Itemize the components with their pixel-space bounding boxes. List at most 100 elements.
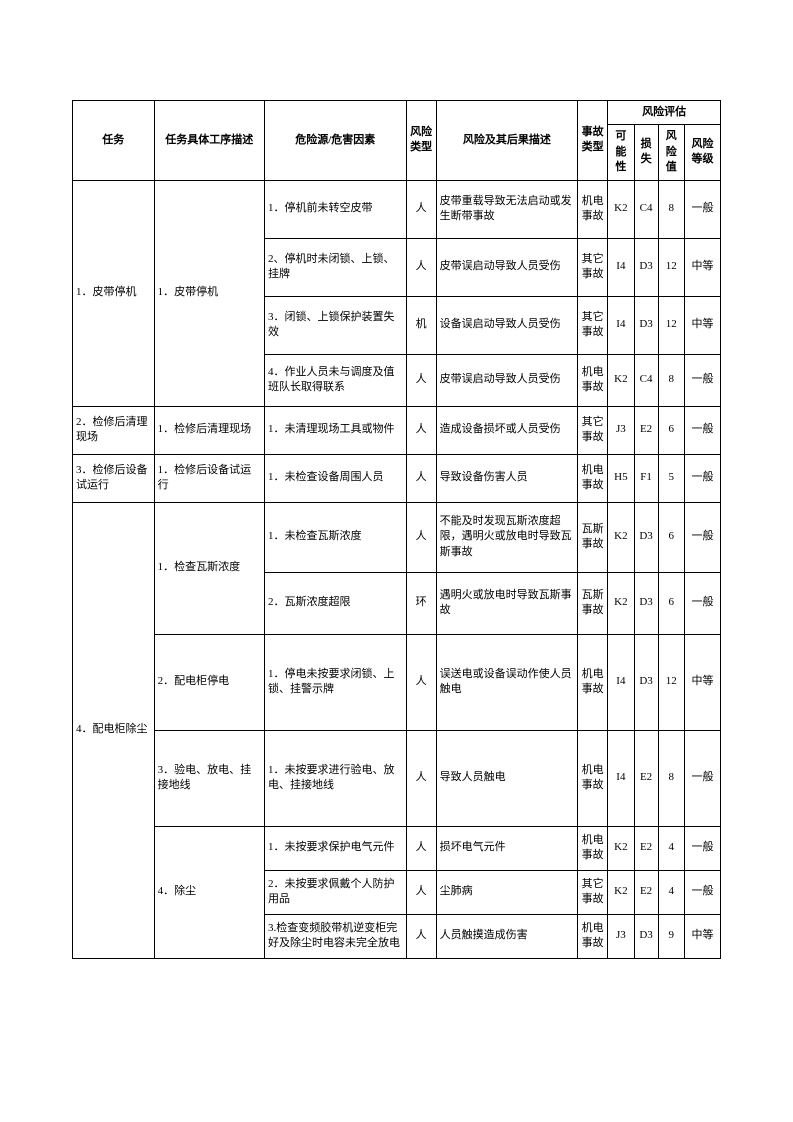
cell-hazard: 1．未清理现场工具或物件 bbox=[264, 406, 406, 454]
cell-risk-type: 人 bbox=[406, 914, 436, 958]
cell-risk-value: 12 bbox=[658, 296, 684, 354]
cell-possibility: I4 bbox=[608, 634, 634, 730]
cell-hazard: 1．停机前未转空皮带 bbox=[264, 180, 406, 238]
cell-possibility: K2 bbox=[608, 870, 634, 914]
cell-risk-level: 中等 bbox=[684, 914, 720, 958]
cell-risk-value: 6 bbox=[658, 572, 684, 634]
cell-risk-level: 中等 bbox=[684, 238, 720, 296]
cell-procedure: 3．验电、放电、挂接地线 bbox=[154, 730, 264, 826]
cell-loss: E2 bbox=[634, 826, 658, 870]
cell-loss: D3 bbox=[634, 238, 658, 296]
cell-acc-type: 机电事故 bbox=[578, 826, 608, 870]
cell-possibility: K2 bbox=[608, 502, 634, 572]
cell-risk-type: 机 bbox=[406, 296, 436, 354]
cell-procedure: 1．检修后设备试运行 bbox=[154, 454, 264, 502]
table-row: 2．检修后清理现场1．检修后清理现场1．未清理现场工具或物件人造成设备损坏或人员… bbox=[73, 406, 721, 454]
cell-hazard: 2．瓦斯浓度超限 bbox=[264, 572, 406, 634]
cell-possibility: K2 bbox=[608, 354, 634, 406]
cell-risk-level: 中等 bbox=[684, 296, 720, 354]
header-risk-level: 风险等级 bbox=[684, 125, 720, 180]
cell-possibility: J3 bbox=[608, 406, 634, 454]
cell-risk-value: 9 bbox=[658, 914, 684, 958]
cell-acc-type: 其它事故 bbox=[578, 870, 608, 914]
header-task: 任务 bbox=[73, 101, 155, 181]
cell-loss: D3 bbox=[634, 502, 658, 572]
risk-assessment-table: 任务 任务具体工序描述 危险源/危害因素 风险类型 风险及其后果描述 事故类型 … bbox=[72, 100, 721, 959]
cell-procedure: 4．除尘 bbox=[154, 826, 264, 958]
cell-loss: D3 bbox=[634, 634, 658, 730]
cell-risk-type: 人 bbox=[406, 502, 436, 572]
cell-possibility: I4 bbox=[608, 238, 634, 296]
cell-procedure: 2．配电柜停电 bbox=[154, 634, 264, 730]
cell-risk-level: 一般 bbox=[684, 406, 720, 454]
cell-risk-desc: 不能及时发现瓦斯浓度超限，遇明火或放电时导致瓦斯事故 bbox=[436, 502, 578, 572]
cell-risk-desc: 设备误启动导致人员受伤 bbox=[436, 296, 578, 354]
cell-hazard: 1．未按要求进行验电、放电、挂接地线 bbox=[264, 730, 406, 826]
cell-risk-value: 4 bbox=[658, 826, 684, 870]
table-row: 3．检修后设备试运行1．检修后设备试运行1．未检查设备周围人员人导致设备伤害人员… bbox=[73, 454, 721, 502]
cell-risk-value: 8 bbox=[658, 354, 684, 406]
cell-risk-level: 一般 bbox=[684, 870, 720, 914]
cell-risk-value: 8 bbox=[658, 180, 684, 238]
cell-possibility: I4 bbox=[608, 730, 634, 826]
cell-risk-desc: 造成设备损坏或人员受伤 bbox=[436, 406, 578, 454]
table-row: 2．配电柜停电1．停电未按要求闭锁、上锁、挂警示牌人误送电或设备误动作使人员触电… bbox=[73, 634, 721, 730]
table-body: 1．皮带停机1．皮带停机1．停机前未转空皮带人皮带重载导致无法启动或发生断带事故… bbox=[73, 180, 721, 958]
cell-loss: F1 bbox=[634, 454, 658, 502]
cell-hazard: 1．未按要求保护电气元件 bbox=[264, 826, 406, 870]
cell-possibility: K2 bbox=[608, 572, 634, 634]
cell-task: 1．皮带停机 bbox=[73, 180, 155, 406]
cell-risk-level: 一般 bbox=[684, 730, 720, 826]
cell-risk-desc: 皮带重载导致无法启动或发生断带事故 bbox=[436, 180, 578, 238]
cell-risk-desc: 误送电或设备误动作使人员触电 bbox=[436, 634, 578, 730]
header-hazard: 危险源/危害因素 bbox=[264, 101, 406, 181]
cell-acc-type: 机电事故 bbox=[578, 914, 608, 958]
header-possibility: 可能性 bbox=[608, 125, 634, 180]
cell-hazard: 1．未检查瓦斯浓度 bbox=[264, 502, 406, 572]
cell-acc-type: 机电事故 bbox=[578, 454, 608, 502]
cell-risk-value: 12 bbox=[658, 238, 684, 296]
cell-hazard: 1．未检查设备周围人员 bbox=[264, 454, 406, 502]
cell-task: 3．检修后设备试运行 bbox=[73, 454, 155, 502]
cell-loss: E2 bbox=[634, 870, 658, 914]
cell-loss: C4 bbox=[634, 180, 658, 238]
cell-task: 4．配电柜除尘 bbox=[73, 502, 155, 958]
cell-risk-type: 人 bbox=[406, 826, 436, 870]
cell-procedure: 1．检修后清理现场 bbox=[154, 406, 264, 454]
cell-acc-type: 机电事故 bbox=[578, 634, 608, 730]
cell-risk-type: 环 bbox=[406, 572, 436, 634]
header-procedure: 任务具体工序描述 bbox=[154, 101, 264, 181]
cell-procedure: 1．检查瓦斯浓度 bbox=[154, 502, 264, 634]
table-row: 4．配电柜除尘1．检查瓦斯浓度1．未检查瓦斯浓度人不能及时发现瓦斯浓度超限，遇明… bbox=[73, 502, 721, 572]
header-acc-type: 事故类型 bbox=[578, 101, 608, 181]
cell-acc-type: 瓦斯事故 bbox=[578, 572, 608, 634]
cell-loss: C4 bbox=[634, 354, 658, 406]
cell-possibility: K2 bbox=[608, 180, 634, 238]
cell-risk-value: 4 bbox=[658, 870, 684, 914]
cell-risk-type: 人 bbox=[406, 354, 436, 406]
cell-loss: D3 bbox=[634, 572, 658, 634]
header-loss: 损失 bbox=[634, 125, 658, 180]
cell-risk-level: 中等 bbox=[684, 634, 720, 730]
cell-risk-desc: 皮带误启动导致人员受伤 bbox=[436, 238, 578, 296]
table-row: 4．除尘1．未按要求保护电气元件人损坏电气元件机电事故K2E24一般 bbox=[73, 826, 721, 870]
cell-risk-value: 8 bbox=[658, 730, 684, 826]
cell-hazard: 3.检查变频胶带机逆变柜完好及除尘时电容未完全放电 bbox=[264, 914, 406, 958]
cell-risk-desc: 导致设备伤害人员 bbox=[436, 454, 578, 502]
cell-risk-value: 5 bbox=[658, 454, 684, 502]
cell-risk-type: 人 bbox=[406, 238, 436, 296]
cell-risk-type: 人 bbox=[406, 730, 436, 826]
header-assessment: 风险评估 bbox=[608, 101, 721, 125]
header-risk-value: 风险值 bbox=[658, 125, 684, 180]
cell-possibility: I4 bbox=[608, 296, 634, 354]
cell-risk-level: 一般 bbox=[684, 354, 720, 406]
cell-risk-desc: 遇明火或放电时导致瓦斯事故 bbox=[436, 572, 578, 634]
cell-risk-level: 一般 bbox=[684, 572, 720, 634]
cell-loss: E2 bbox=[634, 730, 658, 826]
cell-hazard: 2．未按要求佩戴个人防护用品 bbox=[264, 870, 406, 914]
cell-acc-type: 瓦斯事故 bbox=[578, 502, 608, 572]
cell-risk-level: 一般 bbox=[684, 826, 720, 870]
cell-acc-type: 机电事故 bbox=[578, 354, 608, 406]
cell-loss: D3 bbox=[634, 296, 658, 354]
header-risk-desc: 风险及其后果描述 bbox=[436, 101, 578, 181]
